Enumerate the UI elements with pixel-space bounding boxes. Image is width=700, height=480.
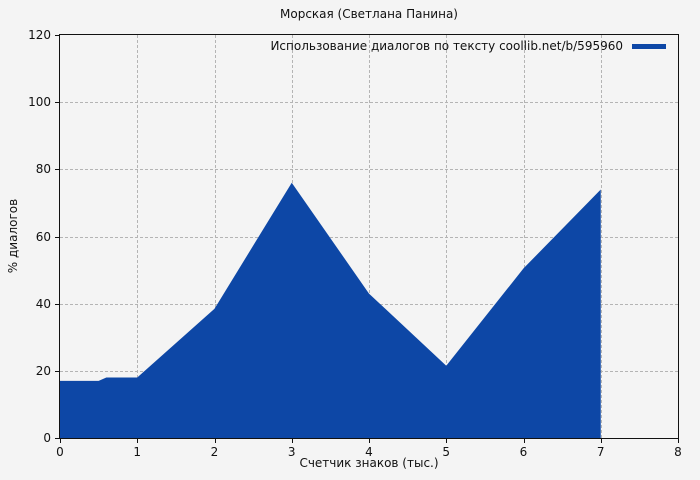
gridline-y-100 [60,102,678,104]
x-tick-mark [523,438,525,443]
y-tick-label: 40 [35,296,51,311]
x-tick-mark [600,438,602,443]
y-tick-mark [55,370,60,372]
x-tick-mark [60,438,61,443]
series-area [60,182,601,438]
x-tick-mark [291,438,293,443]
x-tick-label: 0 [56,445,64,459]
x-tick-label: 4 [365,445,373,459]
y-tick-mark [55,35,60,36]
y-tick-mark [55,438,60,439]
x-tick-label: 7 [596,445,605,459]
y-tick-label: 120 [28,28,51,42]
y-tick-mark [55,102,60,104]
x-axis-label: Счетчик знаков (тыс.) [299,456,439,470]
x-tick-label: 5 [442,445,451,459]
x-tick-label: 1 [133,445,142,459]
x-tick-mark [137,438,139,443]
x-tick-mark [446,438,448,443]
x-tick-mark [214,438,216,443]
y-tick-label: 80 [35,162,51,177]
y-axis-label: % диалогов [6,198,20,274]
gridline-y-60 [60,236,678,238]
gridline-y-80 [60,169,678,171]
plot-area: 0 1 2 3 4 5 6 7 8 0 20 40 60 80 100 120 Использование д… [28,28,682,459]
y-tick-mark [55,169,60,171]
area-series [60,182,601,438]
legend-label: Использование диалогов по тексту coollib… [270,39,623,53]
x-tick-mark [678,438,679,443]
x-tick-label: 8 [674,445,682,459]
y-tick-label: 0 [43,431,51,445]
y-tick-mark [55,303,60,305]
x-tick-mark [369,438,370,443]
x-tick-label: 2 [210,445,219,459]
x-tick-label: 6 [519,445,528,459]
y-tick-label: 100 [28,95,51,110]
legend: Использование диалогов по тексту coollib… [270,39,666,53]
y-tick-mark [55,236,60,238]
y-tick-label: 60 [35,229,51,244]
x-tick-label: 3 [287,445,296,459]
chart-title: Морская (Светлана Панина) [280,7,458,21]
y-tick-label: 20 [35,363,51,378]
legend-swatch [632,43,666,49]
